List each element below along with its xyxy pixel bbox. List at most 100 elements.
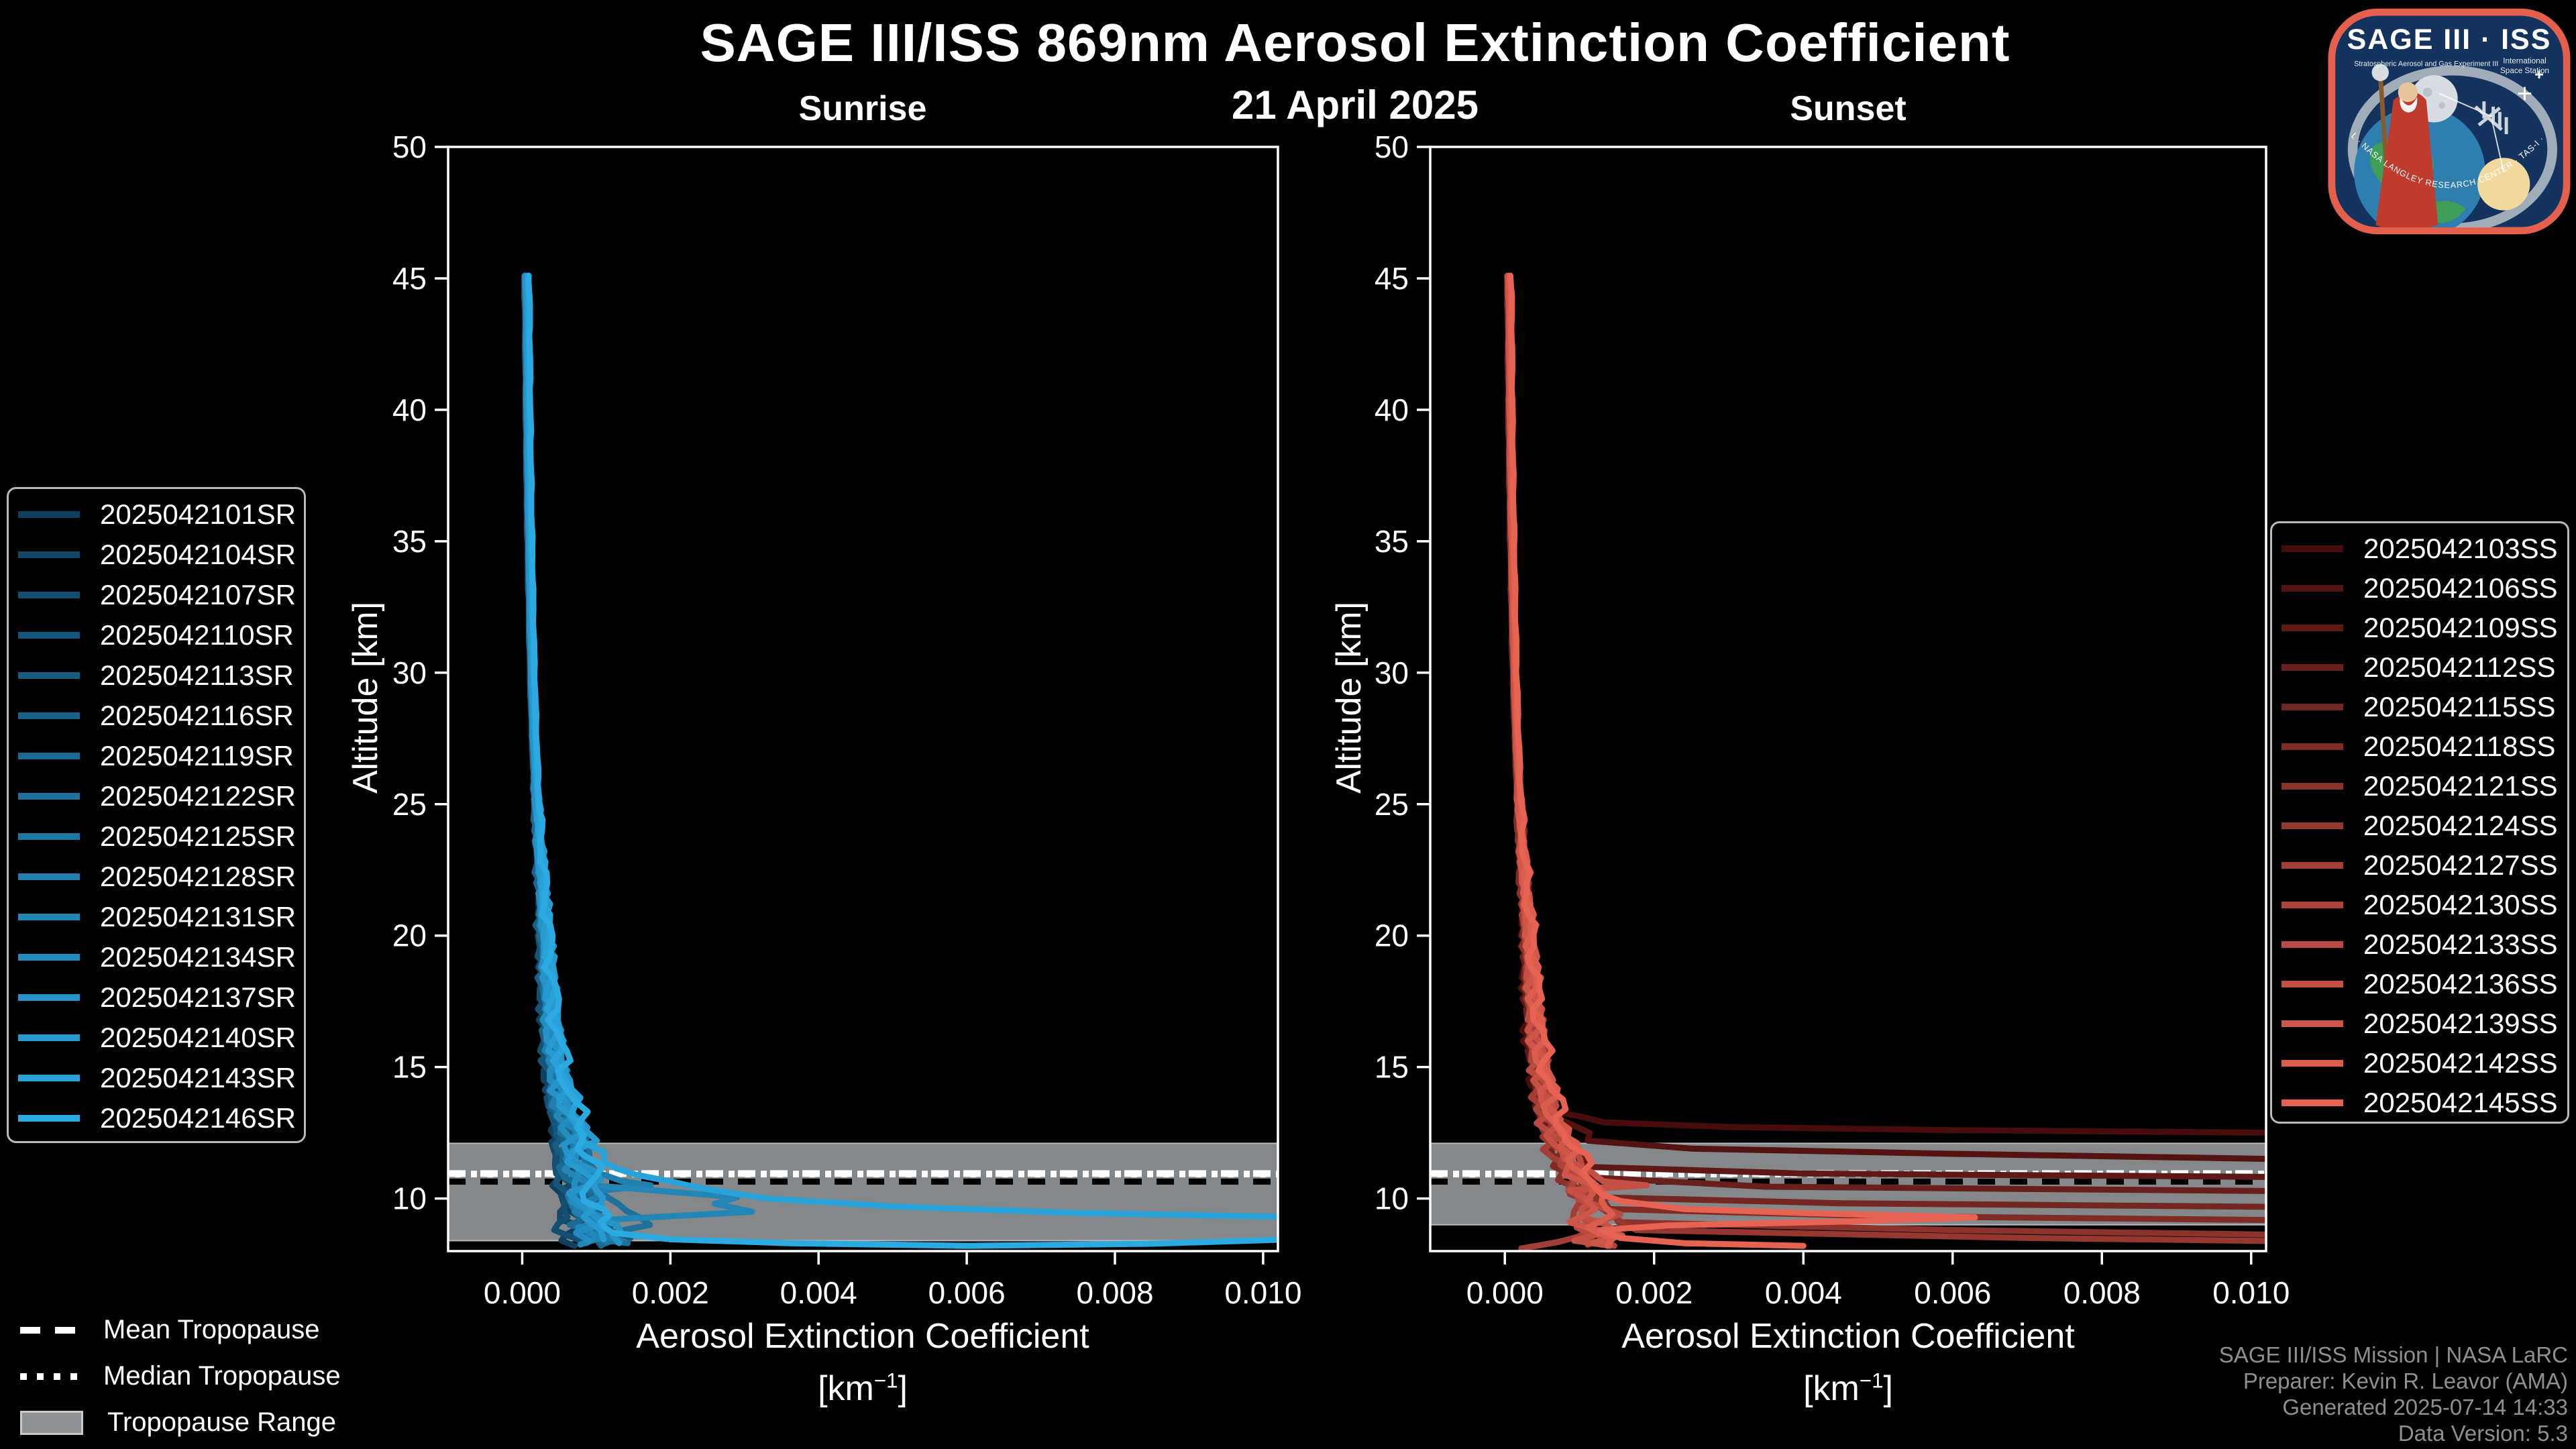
event-id-label: 2025042133SS — [2363, 928, 2558, 960]
legend-item-sunset-event: 2025042133SS — [2272, 924, 2567, 964]
event-id-label: 2025042116SR — [100, 700, 294, 731]
event-line-swatch — [2282, 861, 2343, 869]
event-line-swatch — [2282, 703, 2343, 710]
event-line-swatch — [2282, 584, 2343, 592]
x-tick-label: 0.008 — [2063, 1275, 2141, 1310]
sage-figure — [2371, 64, 2438, 228]
legend-item-sunrise-event: 2025042101SR — [9, 494, 304, 535]
event-id-label: 2025042122SR — [100, 780, 296, 812]
event-id-label: 2025042112SS — [2363, 651, 2556, 683]
y-tick-label: 20 — [1375, 918, 1409, 953]
legend-item-sunrise-event: 2025042113SR — [9, 655, 304, 696]
panel-title-sunrise: Sunrise — [798, 89, 927, 128]
date-subtitle: 21 April 2025 — [1232, 83, 1479, 127]
legend-sunset-events: 2025042103SS 2025042106SS 2025042109SS 2025… — [2270, 521, 2569, 1124]
event-id-label: 2025042146SR — [100, 1102, 296, 1134]
legend-item-sunset-event: 2025042142SS — [2272, 1043, 2567, 1083]
legend-item-sunset-event: 2025042112SS — [2272, 647, 2567, 687]
profile-2025042112SS — [1505, 272, 2266, 1194]
profile-2025042121SS — [1505, 272, 2266, 1238]
event-line-swatch — [2282, 743, 2343, 750]
footer-mission: SAGE III/ISS Mission | NASA LaRC — [2218, 1342, 2568, 1367]
mean-tropopause-dash-swatch — [20, 1326, 79, 1334]
profile-2025042118SS — [1504, 272, 2266, 1224]
profile-2025042136SS — [1504, 272, 1650, 1249]
profile-2025042124SS — [1505, 272, 2266, 1244]
event-id-label: 2025042136SS — [2363, 967, 2558, 1000]
y-tick-label: 30 — [392, 655, 427, 690]
x-tick-label: 0.004 — [1765, 1275, 1842, 1310]
event-line-swatch — [18, 954, 80, 961]
axes-spines — [1429, 146, 2267, 1252]
event-line-swatch — [2282, 624, 2343, 631]
x-tick-label: 0.000 — [484, 1275, 561, 1310]
event-id-label: 2025042103SS — [2363, 532, 2558, 564]
event-id-label: 2025042101SR — [100, 498, 296, 530]
event-line-swatch — [2282, 822, 2343, 829]
legend-item-sunrise-event: 2025042125SR — [9, 816, 304, 857]
legend-item-sunrise-event: 2025042140SR — [9, 1018, 304, 1058]
logo-title: SAGE III · ISS — [2347, 23, 2552, 56]
y-tick-label: 30 — [1375, 655, 1409, 690]
event-line-swatch — [18, 1115, 80, 1122]
event-id-label: 2025042130SS — [2363, 888, 2558, 920]
event-id-label: 2025042128SR — [100, 861, 296, 892]
legend-item-median-tropopause: Median Tropopause — [20, 1353, 341, 1399]
legend-item-sunset-event: 2025042109SS — [2272, 608, 2567, 647]
mean-tropopause-label: Mean Tropopause — [103, 1315, 320, 1344]
event-id-label: 2025042109SS — [2363, 611, 2558, 643]
legend-item-sunrise-event: 2025042146SR — [9, 1098, 304, 1138]
y-tick-label: 35 — [392, 524, 427, 559]
event-id-label: 2025042145SS — [2363, 1086, 2558, 1118]
event-id-label: 2025042104SR — [100, 539, 296, 570]
event-id-label: 2025042139SS — [2363, 1007, 2558, 1039]
x-tick-label: 0.006 — [1914, 1275, 1991, 1310]
event-line-swatch — [18, 592, 80, 598]
legend-item-sunrise-event: 2025042119SR — [9, 736, 304, 776]
event-id-label: 2025042118SS — [2363, 730, 2556, 762]
lidar-beams — [2438, 93, 2505, 173]
panel-sunrise: 0.000 0.002 0.004 0.006 0.008 0.010 10 15 20 25 30… — [392, 129, 1302, 1310]
footer-preparer: Preparer: Kevin R. Leavor (AMA) — [2243, 1368, 2568, 1393]
y-tick-label: 45 — [1375, 261, 1409, 296]
event-id-label: 2025042113SR — [100, 659, 294, 691]
legend-item-mean-tropopause: Mean Tropopause — [20, 1307, 341, 1353]
legend-item-sunrise-event: 2025042122SR — [9, 776, 304, 816]
y-tick-label: 25 — [1375, 787, 1409, 822]
sage-iii-iss-mission-patch: SAGE III · ISS Stratospheric Aerosol and… — [2328, 8, 2571, 235]
ylabel-sunrise: Altitude [km] — [346, 601, 385, 794]
y-tick-label: 20 — [392, 918, 427, 953]
median-tropopause-label: Median Tropopause — [103, 1361, 341, 1391]
event-line-swatch — [18, 712, 80, 719]
stars-icon — [2518, 70, 2543, 101]
moon-crater — [2422, 87, 2432, 97]
legend-item-sunset-event: 2025042121SS — [2272, 766, 2567, 806]
event-id-label: 2025042115SS — [2363, 690, 2556, 722]
orbit-ring — [2347, 65, 2557, 228]
event-id-label: 2025042142SS — [2363, 1046, 2558, 1079]
event-id-label: 2025042137SR — [100, 981, 296, 1013]
x-tick-label: 0.010 — [2212, 1275, 2290, 1310]
event-id-label: 2025042131SR — [100, 901, 296, 932]
legend-item-sunrise-event: 2025042104SR — [9, 535, 304, 575]
legend-item-sunset-event: 2025042136SS — [2272, 964, 2567, 1004]
event-line-swatch — [18, 793, 80, 800]
y-tick-label: 25 — [392, 787, 427, 822]
legend-item-sunset-event: 2025042124SS — [2272, 806, 2567, 845]
event-id-label: 2025042124SS — [2363, 809, 2558, 841]
x-tick-label: 0.004 — [780, 1275, 857, 1310]
event-line-swatch — [2282, 663, 2343, 671]
legend-item-sunset-event: 2025042139SS — [2272, 1004, 2567, 1043]
legend-item-sunset-event: 2025042103SS — [2272, 529, 2567, 568]
event-line-swatch — [2282, 901, 2343, 908]
ylabel-sunset: Altitude [km] — [1330, 601, 1368, 794]
event-line-swatch — [18, 632, 80, 639]
x-tick-label: 0.010 — [1224, 1275, 1301, 1310]
sun-icon — [2477, 158, 2530, 211]
moon-crater — [2438, 102, 2446, 109]
legend-item-sunrise-event: 2025042143SR — [9, 1058, 304, 1098]
event-id-label: 2025042127SS — [2363, 849, 2558, 881]
legend-item-sunrise-event: 2025042107SR — [9, 575, 304, 615]
tropopause-range-swatch — [20, 1410, 83, 1435]
